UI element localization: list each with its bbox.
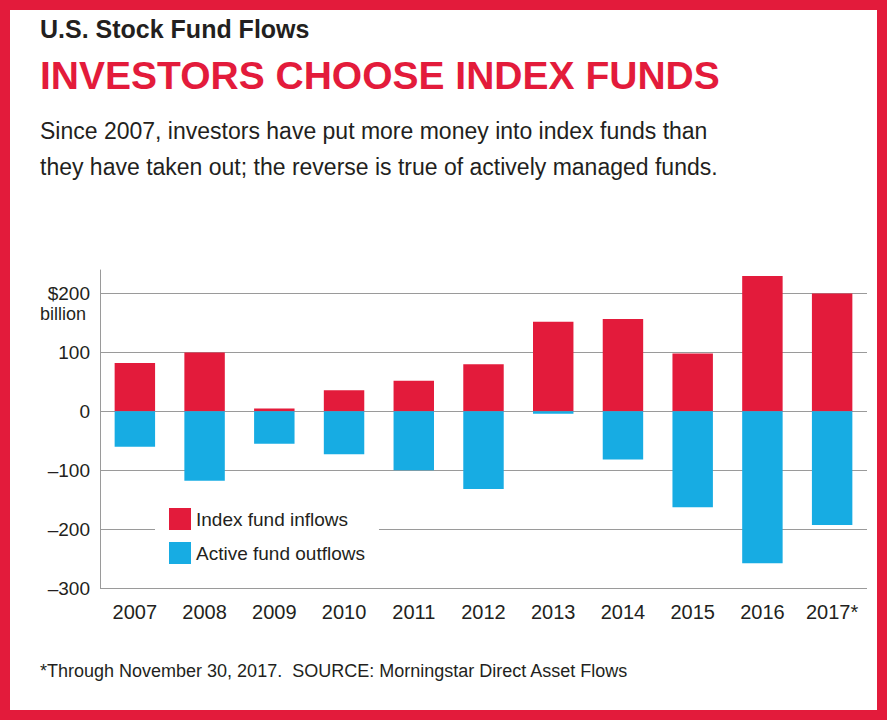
- svg-text:Active fund outflows: Active fund outflows: [196, 543, 365, 564]
- svg-text:U.S. Stock Fund Flows: U.S. Stock Fund Flows: [40, 15, 309, 43]
- svg-text:Since 2007, investors have put: Since 2007, investors have put more mone…: [40, 118, 707, 144]
- svg-text:0: 0: [79, 401, 90, 422]
- svg-text:Index fund inflows: Index fund inflows: [196, 509, 348, 530]
- svg-text:*Through November 30, 2017. S: *Through November 30, 2017. SOURCE: Morn…: [40, 661, 627, 681]
- svg-text:2015: 2015: [670, 601, 715, 623]
- svg-text:100: 100: [58, 342, 90, 363]
- svg-text:billion: billion: [40, 304, 86, 324]
- svg-text:they have taken out; the rever: they have taken out; the reverse is true…: [40, 154, 718, 180]
- svg-text:INVESTORS CHOOSE INDEX FUNDS: INVESTORS CHOOSE INDEX FUNDS: [40, 54, 720, 97]
- svg-text:2008: 2008: [182, 601, 227, 623]
- svg-text:–100: –100: [48, 460, 90, 481]
- svg-text:–300: –300: [48, 578, 90, 599]
- svg-text:2016: 2016: [740, 601, 785, 623]
- svg-text:–200: –200: [48, 519, 90, 540]
- svg-text:2009: 2009: [252, 601, 297, 623]
- svg-text:2010: 2010: [322, 601, 367, 623]
- svg-text:$200: $200: [48, 283, 90, 304]
- svg-text:2007: 2007: [113, 601, 158, 623]
- svg-text:2011: 2011: [392, 601, 435, 623]
- svg-text:2012: 2012: [461, 601, 506, 623]
- svg-text:2013: 2013: [531, 601, 576, 623]
- svg-text:2017*: 2017*: [806, 601, 858, 623]
- svg-text:2014: 2014: [601, 601, 646, 623]
